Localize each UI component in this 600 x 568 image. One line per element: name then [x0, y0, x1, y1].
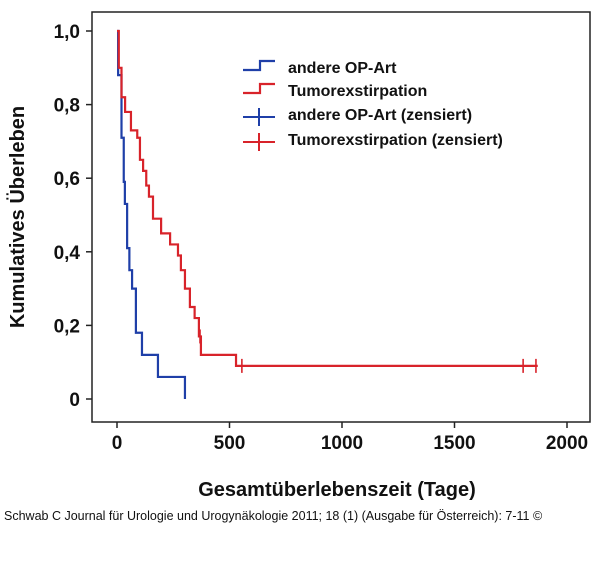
- x-tick-label: 1500: [433, 433, 475, 454]
- y-axis-label: Kumulatives Überleben: [6, 106, 29, 328]
- legend-label: andere OP-Art: [288, 60, 397, 77]
- legend-label: andere OP-Art (zensiert): [288, 107, 472, 124]
- legend-step-symbol: [243, 82, 275, 95]
- tumorexstirpation-curve: [117, 29, 538, 367]
- legend-label: Tumorexstirpation: [288, 83, 427, 100]
- y-tick-label: 1,0: [54, 22, 80, 43]
- legend-step-symbol: [243, 59, 275, 72]
- x-axis-label: Gesamtüberlebenszeit (Tage): [198, 479, 475, 501]
- andere-op-art-curve: [117, 29, 187, 399]
- x-tick-label: 0: [112, 433, 123, 454]
- x-tick-label: 2000: [546, 433, 588, 454]
- x-tick-label: 500: [214, 433, 246, 454]
- source-citation: Schwab C Journal für Urologie und Urogyn…: [4, 509, 543, 523]
- legend-label: Tumorexstirpation (zensiert): [288, 132, 503, 149]
- y-tick-label: 0: [69, 390, 80, 411]
- y-tick-label: 0,8: [54, 96, 80, 117]
- y-tick-label: 0,6: [54, 169, 80, 190]
- y-tick-label: 0,4: [54, 243, 81, 264]
- y-tick-label: 0,2: [54, 316, 80, 337]
- plot-frame: [91, 11, 591, 423]
- x-tick-label: 1000: [321, 433, 363, 454]
